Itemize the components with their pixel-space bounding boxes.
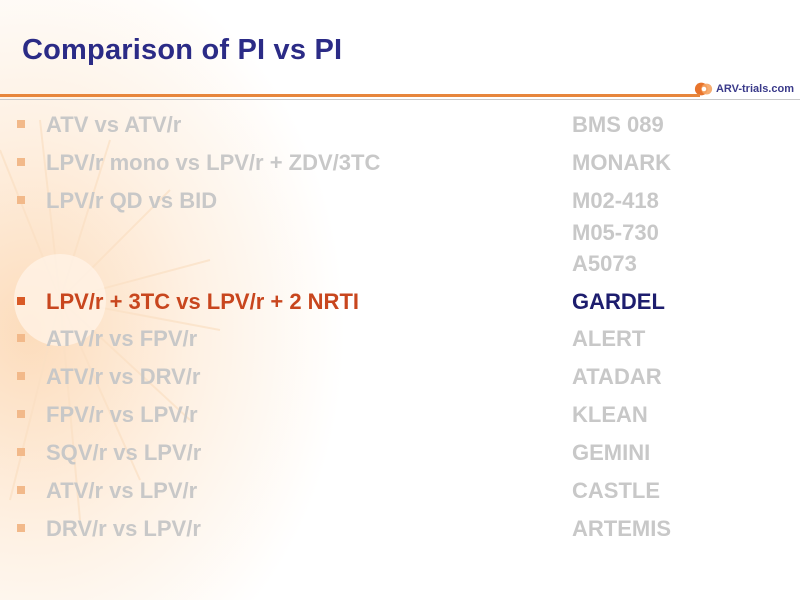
comparison-label: LPV/r + 3TC vs LPV/r + 2 NRTI xyxy=(46,289,359,314)
list-item: LPV/r QD vs BID M02-418 xyxy=(0,184,800,218)
list-item: DRV/r vs LPV/r ARTEMIS xyxy=(0,512,800,546)
study-name: MONARK xyxy=(572,150,671,175)
bullet-icon xyxy=(17,448,25,456)
study-name: ARTEMIS xyxy=(572,516,671,541)
bullet-icon xyxy=(17,196,25,204)
comparison-label: ATV vs ATV/r xyxy=(46,112,182,137)
study-name: GARDEL xyxy=(572,289,665,314)
bullet-icon xyxy=(17,334,25,342)
list-item: SQV/r vs LPV/r GEMINI xyxy=(0,436,800,470)
comparison-label: FPV/r vs LPV/r xyxy=(46,402,198,427)
logo-icon xyxy=(694,82,713,96)
study-name: A5073 xyxy=(572,251,637,276)
study-name: M05-730 xyxy=(572,220,659,245)
study-name: ALERT xyxy=(572,326,646,351)
comparison-label: ATV/r vs FPV/r xyxy=(46,326,198,351)
bullet-icon xyxy=(17,410,25,418)
arv-trials-logo: ARV-trials.com xyxy=(694,78,794,100)
study-name: M02-418 xyxy=(572,188,659,213)
bullet-icon xyxy=(17,158,25,166)
bullet-icon xyxy=(17,297,25,305)
study-name: BMS 089 xyxy=(572,112,664,137)
comparison-label: DRV/r vs LPV/r xyxy=(46,516,201,541)
study-name: CASTLE xyxy=(572,478,660,503)
bullet-icon xyxy=(17,486,25,494)
title-divider xyxy=(0,99,800,100)
bullet-icon xyxy=(17,372,25,380)
logo-text: ARV-trials.com xyxy=(715,83,794,95)
comparison-label: LPV/r QD vs BID xyxy=(46,188,218,213)
list-item: ATV vs ATV/r BMS 089 xyxy=(0,108,800,142)
study-name: KLEAN xyxy=(572,402,648,427)
bullet-icon xyxy=(17,120,25,128)
comparison-label: ATV/r vs DRV/r xyxy=(46,364,201,389)
list-item: ATV/r vs LPV/r CASTLE xyxy=(0,474,800,508)
bullet-icon xyxy=(17,524,25,532)
comparison-label: SQV/r vs LPV/r xyxy=(46,440,202,465)
comparison-label: ATV/r vs LPV/r xyxy=(46,478,198,503)
study-name: GEMINI xyxy=(572,440,651,465)
study-name: ATADAR xyxy=(572,364,662,389)
comparison-label: LPV/r mono vs LPV/r + ZDV/3TC xyxy=(46,150,381,175)
list-item: FPV/r vs LPV/r KLEAN xyxy=(0,398,800,432)
list-item: ATV/r vs DRV/r ATADAR xyxy=(0,360,800,394)
slide-title: Comparison of PI vs PI xyxy=(22,34,343,66)
title-divider-accent xyxy=(0,94,700,97)
list-item-highlighted: LPV/r + 3TC vs LPV/r + 2 NRTI GARDEL xyxy=(0,285,800,319)
list-item: LPV/r mono vs LPV/r + ZDV/3TC MONARK xyxy=(0,146,800,180)
list-item: ATV/r vs FPV/r ALERT xyxy=(0,322,800,356)
